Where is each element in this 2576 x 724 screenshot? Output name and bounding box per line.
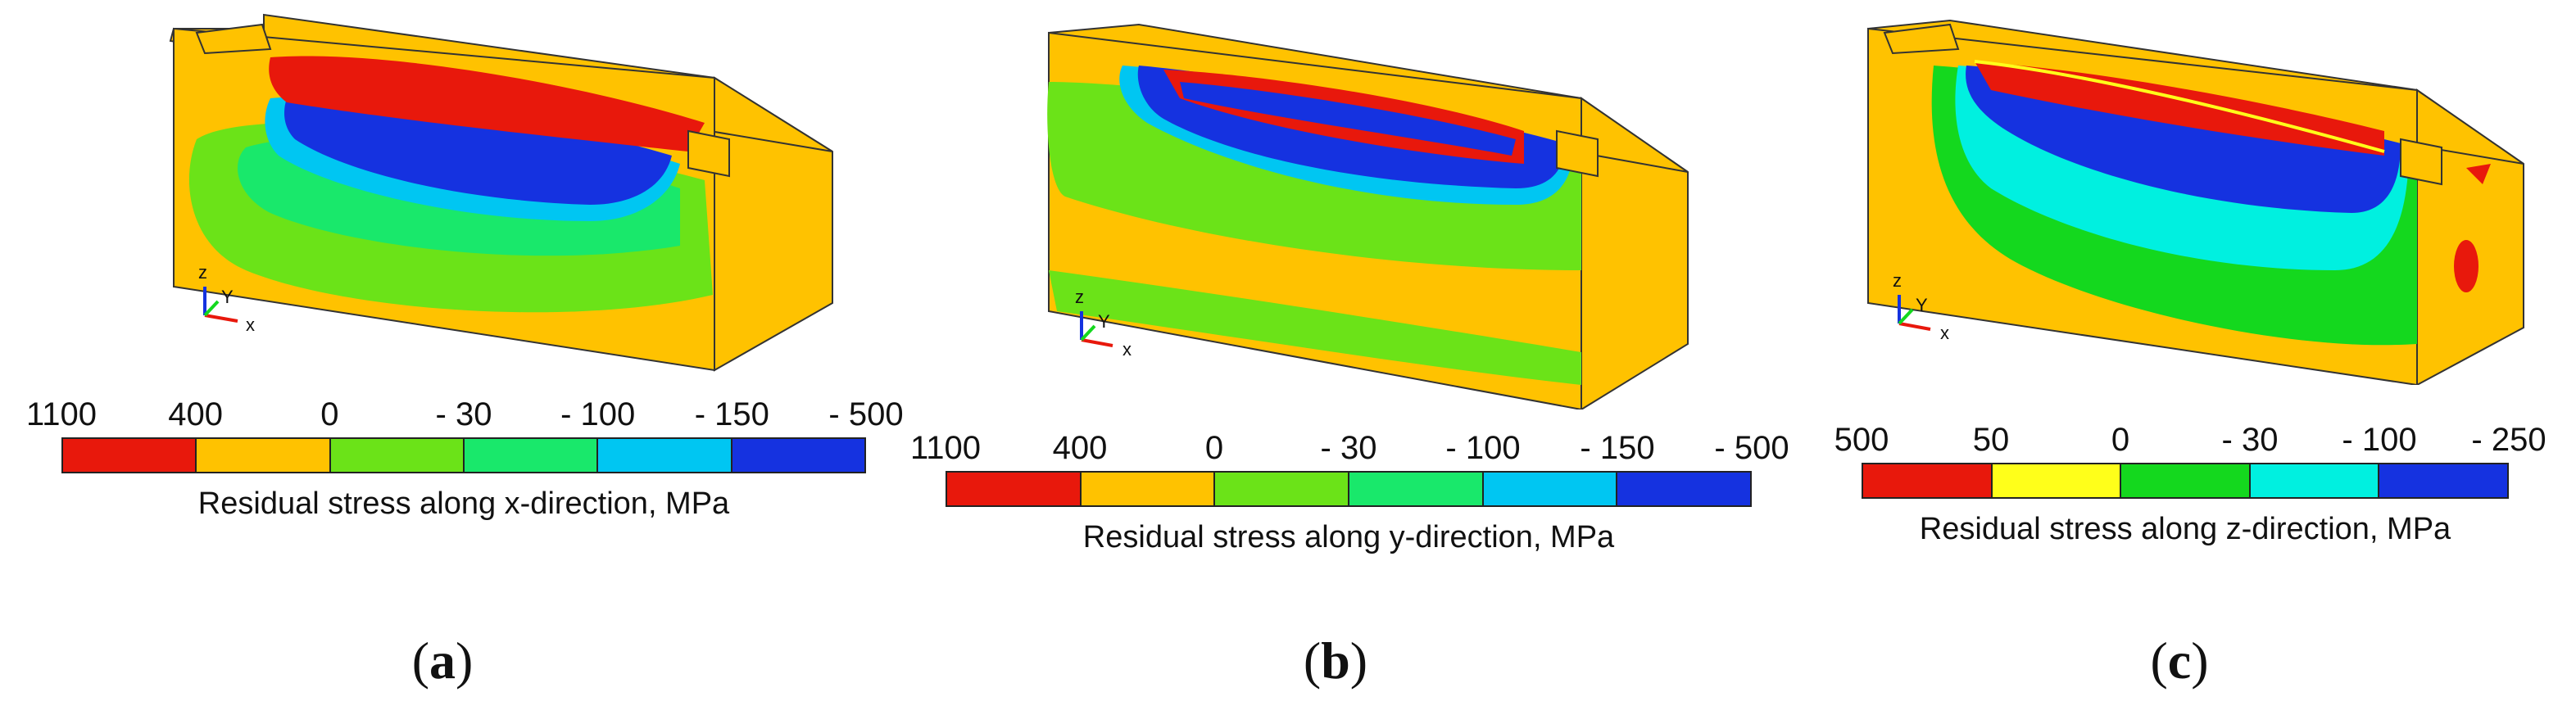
axis-z-label: z bbox=[1075, 287, 1084, 307]
scale-ticks: 1100 400 0 - 30 - 100 - 150 - 500 bbox=[910, 430, 1789, 466]
scale-color-segment bbox=[732, 439, 864, 472]
panel-a: z Y x 1100 400 0 - 30 - 100 - 150 - 500 Residu… bbox=[0, 0, 904, 724]
scale-color-segment bbox=[1483, 473, 1618, 505]
scale-color-segment bbox=[2379, 464, 2507, 497]
scale-color-segment bbox=[1215, 473, 1350, 505]
scale-tick-label: - 30 bbox=[1320, 430, 1377, 466]
scale-tick-label: - 100 bbox=[2342, 422, 2417, 458]
scale-bar bbox=[946, 471, 1752, 507]
scale-ticks: 500 50 0- 30- 100- 250 bbox=[1834, 422, 2547, 458]
scale-tick-label: - 100 bbox=[1445, 430, 1521, 466]
scale-tick-label: - 150 bbox=[1580, 430, 1655, 466]
scale-bar bbox=[61, 437, 866, 473]
scale-caption: Residual stress along z-direction, MPa bbox=[1919, 512, 2451, 546]
scale-tick-label: 50 bbox=[1972, 422, 2010, 458]
scale-tick-label: - 30 bbox=[2221, 422, 2279, 458]
axis-y-label: Y bbox=[1916, 295, 1928, 315]
scale-tick-label: 400 bbox=[168, 396, 224, 432]
scale-tick-label: - 500 bbox=[828, 396, 904, 432]
scale-tick-label: - 500 bbox=[1714, 430, 1789, 466]
scale-tick-label: 400 bbox=[1052, 430, 1108, 466]
sublabel-a: (a) bbox=[411, 631, 474, 690]
axis-triad-icon: z Y x bbox=[1075, 287, 1132, 360]
scale-tick-label: - 150 bbox=[694, 396, 769, 432]
scale-color-segment bbox=[1863, 464, 1993, 497]
stress-model-x: z Y x bbox=[169, 13, 833, 372]
scale-color-segment bbox=[2250, 464, 2380, 497]
scale-tick-label: 500 bbox=[1834, 422, 1889, 458]
axis-y-label: Y bbox=[1098, 311, 1110, 332]
scale-ticks: 1100 400 0 - 30 - 100 - 150 - 500 bbox=[26, 396, 904, 432]
scale-tick-label: 1100 bbox=[25, 396, 98, 432]
scale-color-segment bbox=[947, 473, 1082, 505]
axis-x-label: x bbox=[246, 314, 255, 335]
axis-x-label: x bbox=[1940, 323, 1949, 343]
axis-x-label: x bbox=[1122, 339, 1132, 360]
scale-color-segment bbox=[63, 439, 197, 472]
scale-tick-label: 1100 bbox=[909, 430, 982, 466]
axis-z-label: z bbox=[1893, 270, 1902, 291]
scale-tick-label: 0 bbox=[320, 396, 339, 432]
scale-color-segment bbox=[1992, 464, 2122, 497]
scale-tick-label: 0 bbox=[1204, 430, 1224, 466]
scale-color-segment bbox=[464, 439, 599, 472]
scale-caption: Residual stress along y-direction, MPa bbox=[1082, 520, 1615, 554]
sublabel-c: (c) bbox=[2150, 631, 2209, 690]
axis-z-label: z bbox=[198, 262, 207, 283]
scale-color-segment bbox=[197, 439, 331, 472]
axis-triad-icon: z Y x bbox=[1893, 270, 1949, 343]
scale-tick-label: - 100 bbox=[560, 396, 636, 432]
axis-y-label: Y bbox=[221, 287, 234, 307]
panel-b: z Y x 1100 400 0 - 30 - 100 - 150 - 500 Residu… bbox=[901, 0, 1789, 724]
scale-color-segment bbox=[1349, 473, 1484, 505]
scale-color-segment bbox=[1081, 473, 1216, 505]
scale-tick-label: - 30 bbox=[435, 396, 492, 432]
panel-c: z Y x 500 50 0- 30- 100- 250 Residual stre… bbox=[1762, 0, 2573, 724]
sublabel-b: (b) bbox=[1303, 631, 1368, 690]
scale-tick-label: 0 bbox=[2111, 422, 2130, 458]
axis-triad-icon: z Y x bbox=[198, 262, 255, 335]
scale-color-segment bbox=[2121, 464, 2251, 497]
scale-tick-label: - 250 bbox=[2471, 422, 2547, 458]
stress-model-z: z Y x bbox=[1867, 19, 2524, 385]
scale-bar bbox=[1862, 463, 2509, 499]
stress-model-y: z Y x bbox=[1047, 23, 1689, 410]
scale-color-segment bbox=[330, 439, 465, 472]
scale-caption: Residual stress along x-direction, MPa bbox=[197, 486, 730, 521]
scale-color-segment bbox=[598, 439, 732, 472]
scale-color-segment bbox=[1617, 473, 1751, 505]
